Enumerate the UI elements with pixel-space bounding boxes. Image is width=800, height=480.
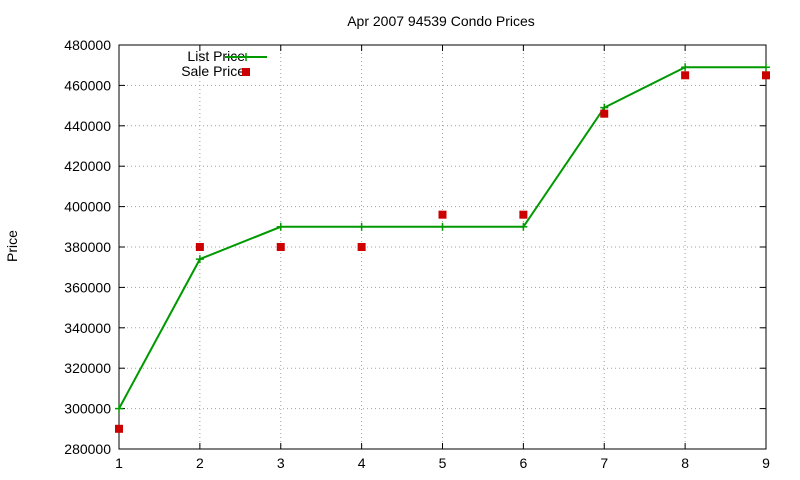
- y-tick-label: 420000: [64, 158, 111, 174]
- y-tick-label: 460000: [64, 77, 111, 93]
- sale-price-point: [600, 109, 609, 118]
- y-tick-label: 480000: [64, 37, 111, 53]
- sale-price-point: [357, 243, 366, 251]
- list-price-point: [762, 63, 770, 72]
- y-tick-label: 360000: [64, 279, 111, 295]
- list-price-point: [438, 222, 447, 231]
- list-price-point: [276, 222, 285, 231]
- plot-frame: [118, 44, 767, 450]
- y-tick-label: 380000: [64, 239, 111, 255]
- list-price-point: [115, 404, 123, 413]
- list-price-point: [519, 222, 528, 231]
- x-tick-label: 3: [277, 455, 285, 471]
- list-price-point: [357, 222, 366, 231]
- axes: 280000 300000 320000 340000 360000 380000 4000…: [64, 37, 770, 471]
- sale-price-point: [438, 210, 447, 219]
- sale-price-point: [276, 243, 285, 251]
- x-tick-label: 5: [439, 455, 447, 471]
- sale-price-point: [115, 424, 123, 433]
- y-tick-label: 300000: [64, 401, 111, 417]
- x-tick-label: 9: [762, 455, 770, 471]
- y-tick-label: 440000: [64, 118, 111, 134]
- x-tick-label: 4: [358, 455, 366, 471]
- y-tick-label: 340000: [64, 320, 111, 336]
- list-price-point: [195, 255, 204, 264]
- y-tick-label: 320000: [64, 360, 111, 376]
- legend-label-list-price: List Price: [187, 48, 245, 64]
- series-layer: [115, 63, 770, 433]
- list-price-point: [681, 63, 690, 72]
- y-tick-label: 400000: [64, 199, 111, 215]
- x-tick-label: 6: [519, 455, 527, 471]
- sale-price-point: [681, 71, 690, 80]
- sale-price-point: [519, 210, 528, 219]
- x-tick-label: 1: [115, 455, 123, 471]
- chart-title: Apr 2007 94539 Condo Prices: [347, 13, 535, 29]
- sale-price-point: [195, 243, 204, 251]
- legend-marker-sale-price: [242, 68, 250, 76]
- sale-price-point: [762, 71, 770, 80]
- y-tick-label: 280000: [64, 441, 111, 457]
- x-tick-label: 8: [681, 455, 689, 471]
- grid-lines: [119, 45, 766, 449]
- y-axis-label: Price: [4, 230, 20, 262]
- x-tick-label: 2: [196, 455, 204, 471]
- legend-label-sale-price: Sale Price: [181, 63, 245, 79]
- x-tick-label: 7: [600, 455, 608, 471]
